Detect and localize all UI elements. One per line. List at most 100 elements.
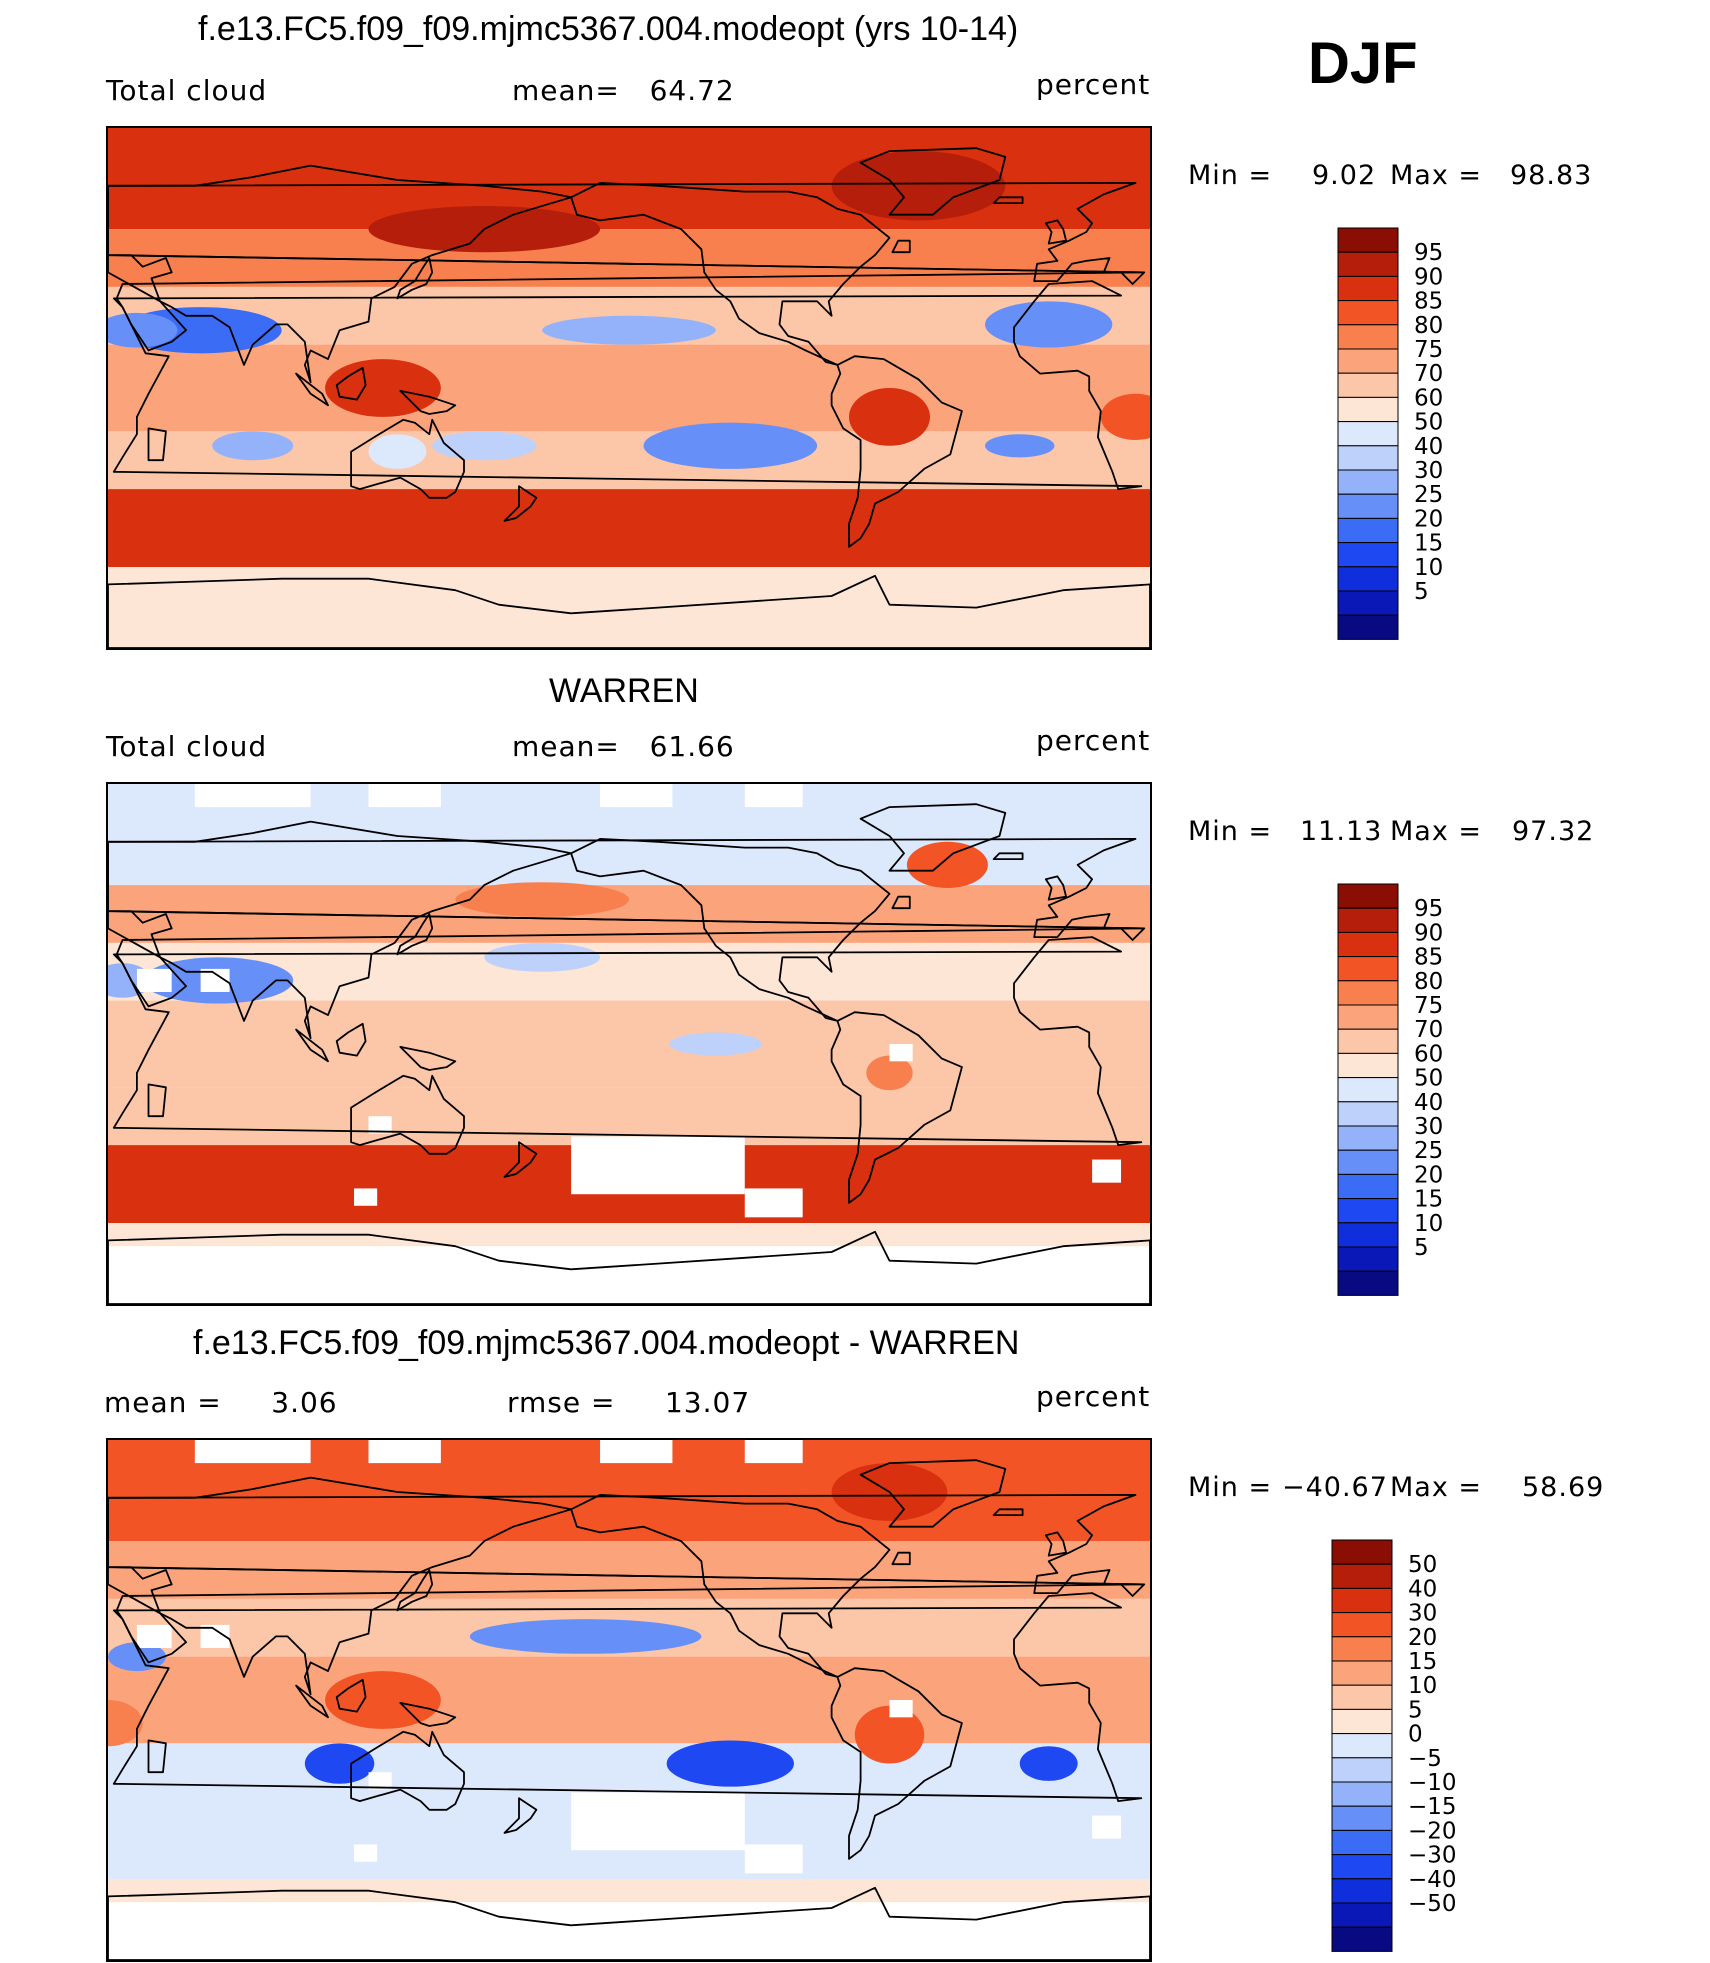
colorbar-swatch [1331, 1587, 1393, 1614]
missing-arctic-2 [368, 1440, 441, 1464]
coastline-greenland [859, 803, 1007, 872]
missing-data-layer [108, 1440, 1150, 1960]
colorbar-tick-label: 10 [1414, 1211, 1443, 1237]
colorbar-tick-label: 95 [1414, 896, 1443, 922]
positive-amazon [854, 1705, 925, 1764]
colorbar-tick-label: 20 [1414, 1162, 1443, 1188]
coastline-japan [396, 1569, 434, 1612]
colorbar-tick-label: 70 [1414, 1017, 1443, 1043]
season-label: DJF [1308, 31, 1418, 96]
colorbar-tick-label: −30 [1408, 1843, 1457, 1869]
missing-arctic-3 [600, 1440, 673, 1464]
colorbar-tick-label: 30 [1408, 1601, 1437, 1627]
colorbar-tick-label: 30 [1414, 1114, 1443, 1140]
colorbar-swatch [1331, 1563, 1393, 1589]
coastline-southAmerica [830, 1667, 963, 1860]
coastline-greenland [859, 147, 1007, 216]
colorbar-swatch [1337, 1198, 1399, 1224]
coastline-australia [350, 1074, 465, 1155]
panel-diff-map [106, 1438, 1152, 1962]
colorbar-tick-label: 90 [1414, 920, 1443, 946]
coastline-layer [108, 803, 1150, 1304]
colorbar-swatch [1331, 1805, 1393, 1831]
missing-antarctica [108, 1902, 1150, 1960]
colorbar-swatch [1331, 1878, 1393, 1904]
panel-obs-map-svg [108, 784, 1150, 1304]
positive-maritime-continent [325, 1671, 441, 1729]
coastline-europe [108, 1494, 1146, 1597]
coastline-sumatra [295, 1684, 329, 1719]
colorbar-swatch [1337, 445, 1399, 471]
negative-sahel [108, 1642, 166, 1672]
difference-field [108, 1440, 1150, 1960]
high-cloud-maritime-continent [325, 359, 441, 417]
missing-arctic-1 [194, 1440, 311, 1464]
panel-obs-title: WARREN [549, 672, 699, 710]
colorbar-tick-label: −15 [1408, 1794, 1457, 1820]
panel-diff-max-value: 58.69 [1522, 1472, 1605, 1503]
panel-obs-mean-label: mean= 61.66 [512, 730, 735, 763]
colorbar-tick-label: 60 [1414, 385, 1443, 411]
coastline-madagascar [147, 1739, 167, 1774]
coastline-greenland [859, 1459, 1007, 1528]
colorbar-swatch [1331, 1781, 1393, 1807]
coastline-nz [503, 485, 538, 522]
missing-arctic-4 [744, 784, 803, 808]
panel-obs-max-label: Max = [1390, 816, 1483, 847]
coastline-uk [1044, 875, 1067, 901]
low-cloud-n-pacific [484, 942, 601, 972]
colorbar-swatch [1337, 542, 1399, 568]
colorbar-swatch [1337, 566, 1399, 592]
coastline-antarctica [108, 1886, 1150, 1960]
positive-africa [108, 1700, 143, 1747]
coastline-japan [396, 257, 434, 300]
panel-diff-units-label: percent [1036, 1380, 1151, 1413]
panel-obs-map [106, 782, 1152, 1306]
colorbar-swatch [1331, 1612, 1393, 1638]
missing-data-layer [108, 784, 1150, 1304]
low-cloud-s-atlantic [985, 434, 1055, 458]
panel-model-colorbar: 95 90 85 80 75 70 60 50 40 30 25 20 15 10 5 [1337, 227, 1478, 640]
colorbar-swatch [1331, 1854, 1393, 1880]
missing-arabia [200, 968, 230, 992]
colorbar-tick-label: 0 [1408, 1722, 1423, 1748]
coastline-europe [108, 838, 1146, 941]
coastline-borneo [335, 366, 367, 401]
colorbar-tick-label: −10 [1408, 1770, 1457, 1796]
colorbar-swatch [1331, 1829, 1393, 1856]
coastline-northAmerica [570, 1494, 891, 1678]
missing-arabia [200, 1624, 230, 1648]
coastline-newGuinea [399, 389, 457, 415]
panel-model-variable-label: Total cloud [106, 74, 268, 107]
colorbar-tick-label: −20 [1408, 1818, 1457, 1844]
negative-n-pacific [469, 1619, 702, 1654]
cloud-field [108, 784, 1150, 1304]
panel-obs-units-label: percent [1036, 724, 1151, 757]
panel-diff-min-value: −40.67 [1282, 1472, 1388, 1503]
colorbar-tick-label: 70 [1414, 361, 1443, 387]
coastline-africa [112, 280, 1143, 491]
colorbar-swatch [1337, 1173, 1399, 1200]
coastline-antarctica [108, 1230, 1150, 1304]
colorbar-tick-label: 25 [1414, 1138, 1443, 1164]
panel-obs-variable-label: Total cloud [106, 730, 268, 763]
colorbar-tick-label: 50 [1414, 1066, 1443, 1092]
colorbar-tick-label: 40 [1408, 1576, 1437, 1602]
colorbar-tick-label: 15 [1414, 531, 1443, 557]
panel-diff-rmse-label: rmse = 13.07 [507, 1386, 751, 1419]
panel-diff-mean-label: mean = 3.06 [104, 1386, 338, 1419]
coastline-sumatra [295, 1028, 329, 1063]
colorbar-tick-label: 10 [1414, 555, 1443, 581]
missing-s-pacific [571, 1792, 745, 1851]
colorbar-tick-label: 80 [1414, 969, 1443, 995]
high-cloud-congo [1100, 393, 1150, 440]
colorbar-swatch [1337, 883, 1399, 909]
panel-obs-colorbar: 95 90 85 80 75 70 60 50 40 30 25 20 15 10 5 [1337, 883, 1478, 1296]
colorbar-tick-label: 5 [1408, 1697, 1423, 1723]
colorbar-swatch [1337, 421, 1399, 447]
low-cloud-sahara [108, 312, 178, 348]
colorbar-swatch [1337, 956, 1399, 982]
low-cloud-sw-pacific [432, 431, 537, 461]
colorbar-tick-label: 80 [1414, 313, 1443, 339]
